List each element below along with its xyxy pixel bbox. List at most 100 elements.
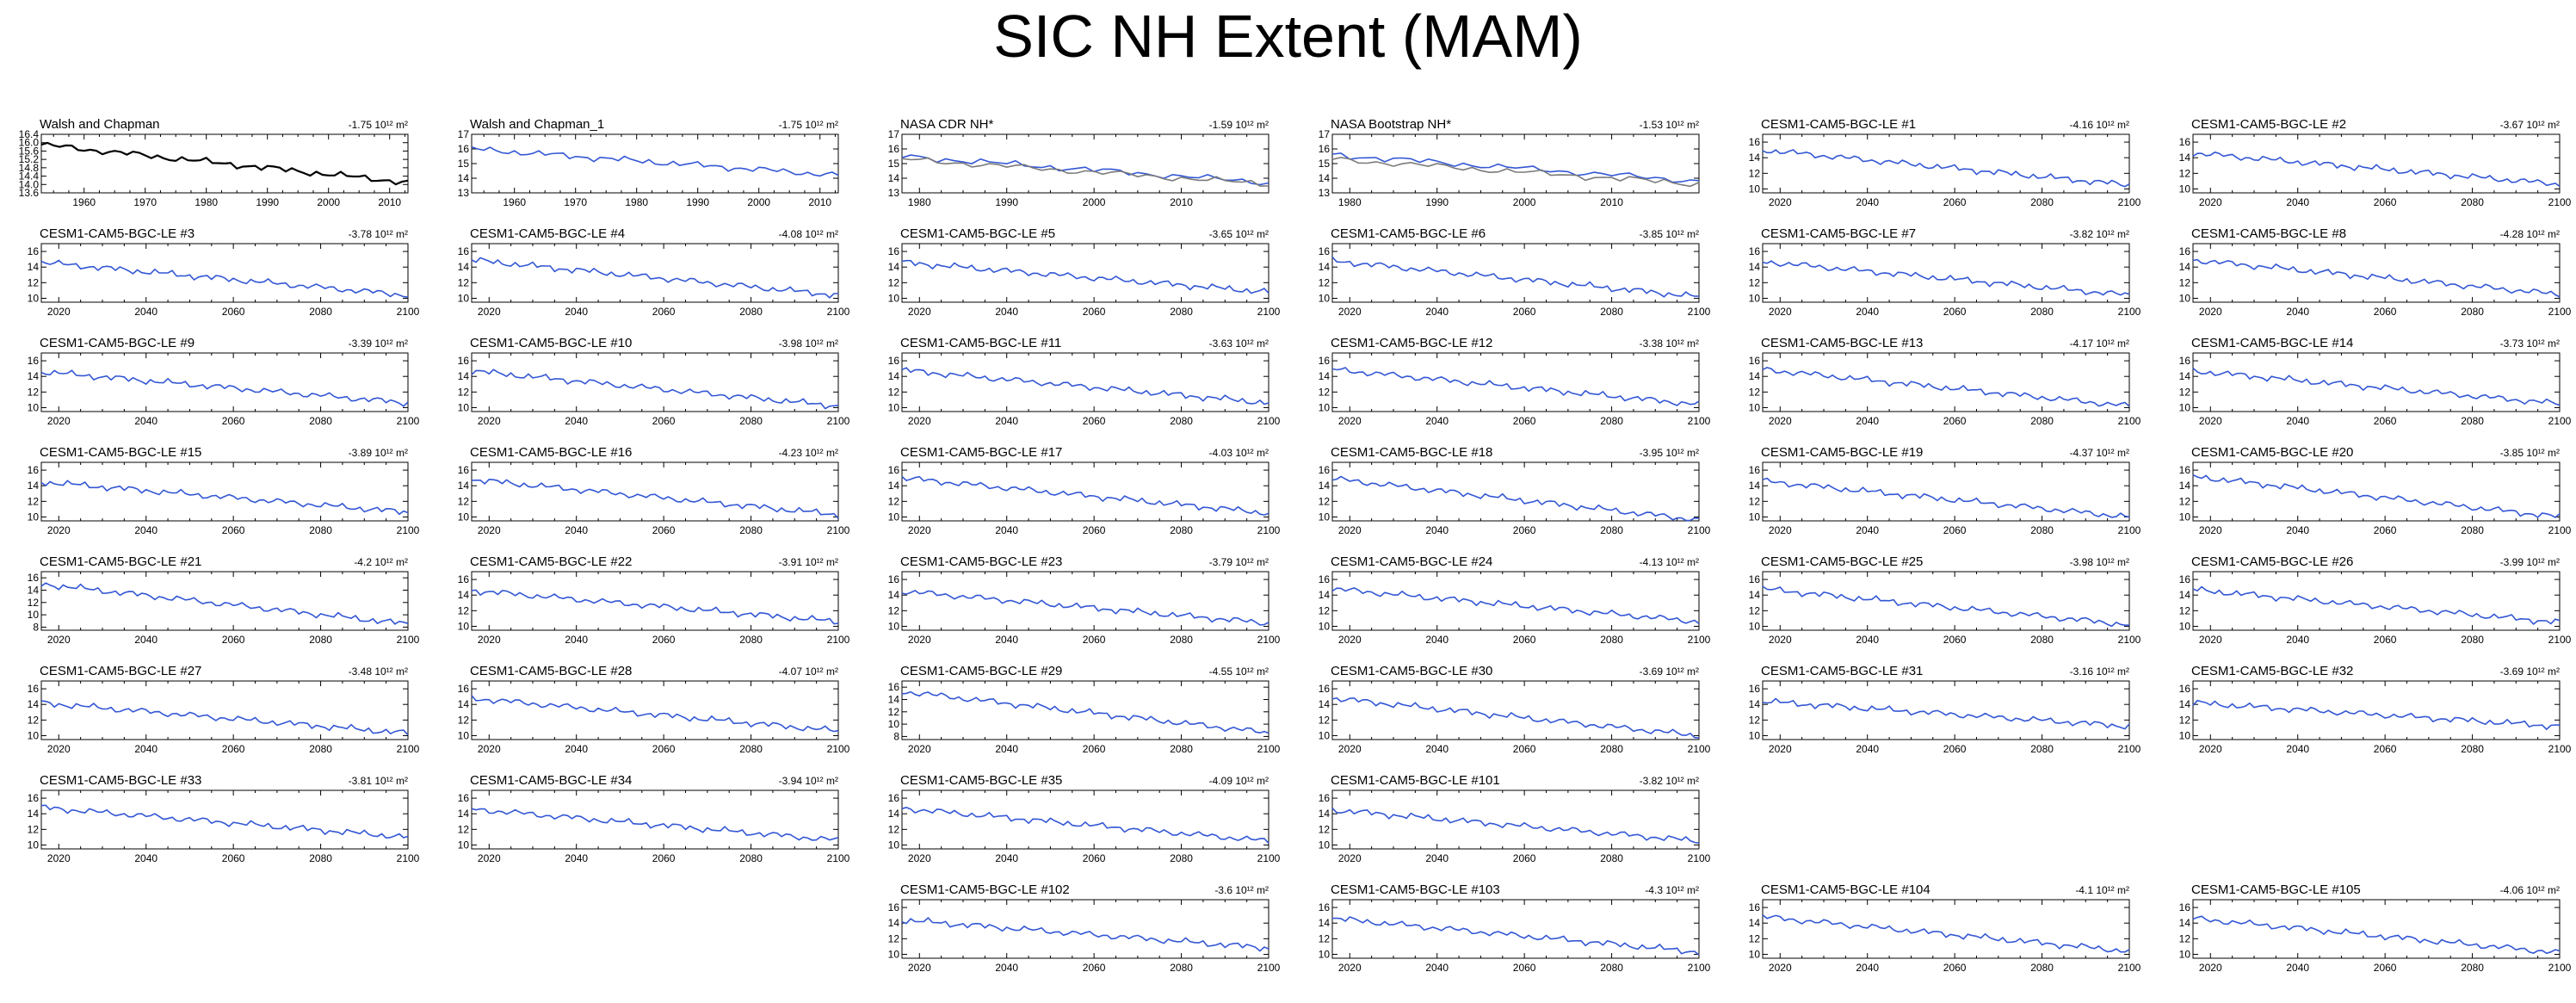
plot-frame [2192,461,2561,522]
y-tick-label: 16 [888,464,900,476]
y-tick-label: 12 [888,386,900,398]
plot-frame [40,789,409,850]
y-tick-label: 16 [1319,573,1331,585]
y-tick-label: 10 [2179,620,2191,632]
x-tick-label: 2040 [2286,743,2309,755]
plot-frame [471,461,839,522]
series-line [2192,699,2561,731]
series-line [1762,585,2130,628]
y-tick-label: 14 [888,480,900,492]
plot-frame [2192,899,2561,959]
x-tick-label: 2080 [1600,524,1623,536]
x-tick-label: 2020 [908,743,931,755]
x-tick-label: 2020 [1338,415,1362,427]
trend-label: -4.3 10¹² m² [1645,884,1699,896]
x-tick-label: 2100 [827,743,850,755]
y-tick-label: 16 [1749,901,1761,913]
x-tick-label: 2010 [808,196,831,208]
y-tick-label: 12 [458,276,470,288]
y-tick-label: 15.6 [19,145,40,157]
panel-title: NASA Bootstrap NH* [1331,117,1451,132]
y-tick-label: 12 [28,823,40,835]
x-tick-label: 2100 [397,743,420,755]
y-tick-label: 10 [888,839,900,851]
x-tick-label: 1980 [625,196,648,208]
x-tick-label: 2040 [134,524,158,536]
trend-label: -4.37 10¹² m² [2070,447,2129,459]
x-tick-label: 2080 [2461,415,2484,427]
chart-panel: CESM1-CAM5-BGC-LE #18 -3.95 10¹² m² 2020 20… [1319,445,1711,536]
series-line [901,589,1269,626]
y-tick-label: 10 [28,839,40,851]
x-tick-label: 2020 [1769,743,1792,755]
y-tick-label: 14 [28,480,40,492]
x-tick-label: 2000 [317,196,340,208]
y-tick-label: 12 [1319,823,1331,835]
x-tick-label: 2020 [478,524,501,536]
chart-panel: NASA Bootstrap NH* -1.53 10¹² m² 1980 1990 2… [1319,117,1700,208]
plot-frame [901,461,1269,522]
x-tick-label: 2100 [2118,634,2141,646]
x-tick-label: 2020 [47,306,71,318]
y-tick-label: 16 [2179,573,2191,585]
y-tick-label: 12 [1749,604,1761,616]
x-tick-label: 2020 [1769,524,1792,536]
series-line [471,808,839,841]
chart-panel: CESM1-CAM5-BGC-LE #19 -4.37 10¹² m² 2020 20… [1749,445,2141,536]
y-tick-label: 10 [1319,839,1331,851]
y-tick-label: 16 [28,464,40,476]
y-tick-label: 16 [1319,464,1331,476]
panel-title: CESM1-CAM5-BGC-LE #20 [2191,445,2353,460]
x-tick-label: 2060 [1943,634,1967,646]
series-line [1331,256,1700,298]
y-tick-label: 16 [2179,464,2191,476]
series-line [40,582,409,625]
chart-panel: CESM1-CAM5-BGC-LE #9 -3.39 10¹² m² 2020 204… [28,336,420,427]
series-line [1762,477,2130,518]
plot-frame [1331,789,1700,850]
x-tick-label: 2080 [2461,743,2484,755]
x-tick-label: 2040 [2286,196,2309,208]
y-tick-label: 12 [28,276,40,288]
y-tick-label: 14 [458,480,470,492]
plot-frame [2192,571,2561,631]
panel-title: CESM1-CAM5-BGC-LE #27 [40,664,201,678]
x-tick-label: 2060 [1943,743,1967,755]
trend-label: -3.98 10¹² m² [2070,556,2129,568]
y-tick-label: 12 [458,495,470,507]
x-tick-label: 2040 [1856,306,1879,318]
y-tick-label: 10 [1749,948,1761,960]
x-tick-label: 2100 [2118,306,2141,318]
x-tick-label: 2080 [1170,962,1193,974]
trend-label: -3.65 10¹² m² [1209,228,1269,240]
panel-title: CESM1-CAM5-BGC-LE #11 [900,336,1061,350]
y-tick-label: 14 [1749,917,1761,929]
series-line [901,916,1269,952]
x-tick-label: 2040 [1425,962,1449,974]
plot-frame [901,899,1269,959]
y-tick-label: 10 [1319,511,1331,523]
x-tick-label: 1980 [195,196,218,208]
y-tick-label: 14 [1319,480,1331,492]
x-tick-label: 2080 [309,743,332,755]
chart-panel: CESM1-CAM5-BGC-LE #28 -4.07 10¹² m² 2020 20… [458,664,850,755]
y-tick-label: 14 [1749,589,1761,601]
series-line [1331,475,1700,522]
trend-label: -1.53 10¹² m² [1640,119,1699,131]
series-line [2192,585,2561,625]
x-tick-label: 2100 [1688,415,1711,427]
x-tick-label: 2020 [478,415,501,427]
x-tick-label: 2060 [652,415,676,427]
y-tick-label: 16 [2179,683,2191,695]
x-tick-label: 2040 [565,415,588,427]
y-tick-label: 14 [1749,370,1761,382]
plot-frame [2192,133,2561,194]
y-tick-label: 12 [1749,932,1761,944]
x-tick-label: 2020 [1338,852,1362,864]
trend-label: -3.63 10¹² m² [1209,337,1269,350]
y-tick-label: 14 [1319,589,1331,601]
y-tick-label: 10 [1749,183,1761,195]
y-tick-label: 14 [1319,808,1331,820]
x-tick-label: 2080 [2030,415,2054,427]
y-tick-label: 14 [888,589,900,601]
